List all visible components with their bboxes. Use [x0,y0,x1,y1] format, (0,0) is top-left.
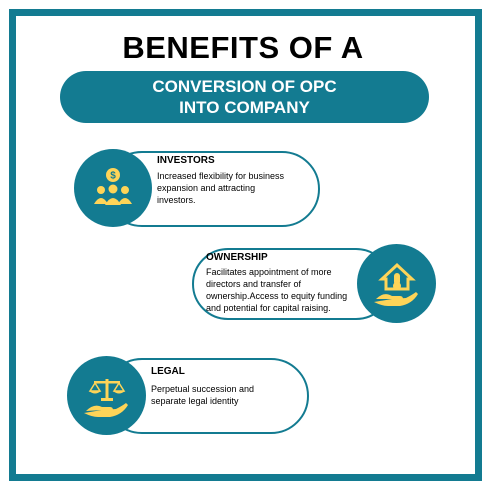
ownership-card-desc: Facilitates appointment of more director… [206,267,348,313]
legal-card-title: LEGAL [151,366,185,377]
ownership-icon-circle [357,244,436,323]
svg-text:$: $ [110,171,116,182]
investors-card-desc: Increased flexibility for business expan… [157,171,285,205]
hand-house-thermometer-icon [373,262,418,306]
banner-line-2: INTO COMPANY [179,98,310,117]
banner-line-1: CONVERSION OF OPC [152,77,337,96]
ownership-card-title: OWNERSHIP [206,252,268,263]
title-banner: CONVERSION OF OPC INTO COMPANY [60,71,429,123]
investors-card-title: INVESTORS [157,155,215,166]
legal-card-desc: Perpetual succession and separate legal … [151,384,255,406]
page-title: BENEFITS OF A [122,30,364,65]
investors-icon-circle: $ [74,149,152,227]
hand-scales-icon [83,378,128,417]
legal-icon-circle [67,356,146,435]
investor-group-dollar-icon: $ [94,168,132,205]
